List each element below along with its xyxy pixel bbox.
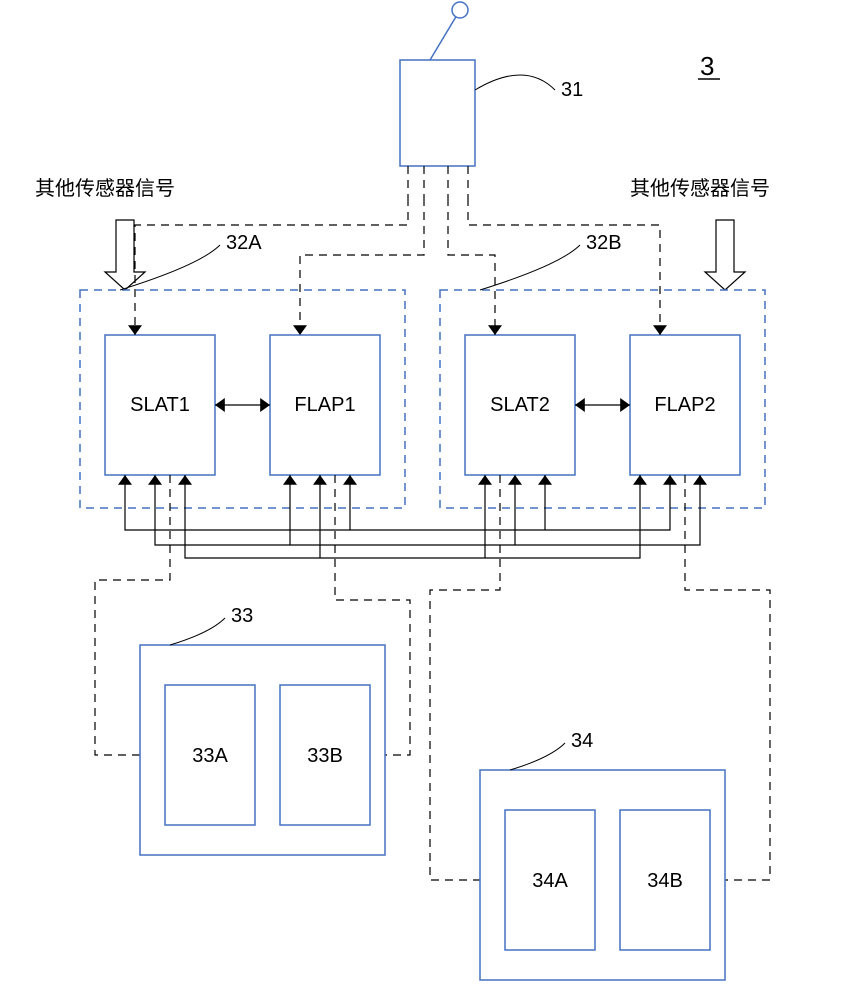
block-33b [280,685,370,825]
block-flap1 [270,335,380,475]
block-flap2 [630,335,740,475]
svg-text:3: 3 [700,51,714,81]
block-34a [505,810,595,950]
block-34b [620,810,710,950]
svg-text:31: 31 [561,79,583,101]
lever-31 [400,60,475,166]
svg-text:其他传感器信号: 其他传感器信号 [35,177,175,200]
block-slat2 [465,335,575,475]
block-33a [165,685,255,825]
svg-text:32A: 32A [226,232,262,254]
block-slat1 [105,335,215,475]
svg-text:33: 33 [231,605,253,627]
svg-text:34: 34 [571,730,593,752]
svg-text:32B: 32B [586,232,622,254]
svg-text:其他传感器信号: 其他传感器信号 [630,177,770,200]
